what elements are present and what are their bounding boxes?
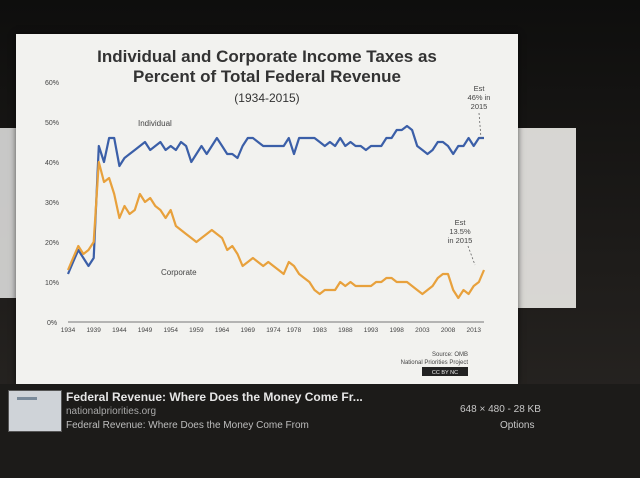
x-tick-label: 1983 [312, 327, 327, 334]
series-lines [66, 124, 486, 300]
x-tick-label: 1974 [266, 327, 281, 334]
corporate-series-label: Corporate [161, 268, 197, 277]
cc-badge-label: CC BY NC [432, 370, 458, 376]
y-tick-label: 40% [45, 160, 59, 167]
y-tick-label: 10% [45, 280, 59, 287]
series-line-corporate [66, 160, 486, 300]
cc-badge [422, 367, 468, 376]
result-description: Federal Revenue: Where Does the Money Co… [66, 420, 309, 431]
x-tick-label: 1934 [61, 327, 76, 334]
x-tick-label: 1969 [241, 327, 256, 334]
x-tick-label: 1954 [163, 327, 178, 334]
est-corporate-line1: Est [455, 218, 467, 227]
x-tick-label: 1944 [112, 327, 127, 334]
y-tick-label: 50% [45, 120, 59, 127]
x-tick-label: 1988 [338, 327, 353, 334]
x-tick-label: 1964 [215, 327, 230, 334]
est-individual-leader [478, 112, 482, 139]
x-tick-label: 1959 [189, 327, 204, 334]
income-tax-chart: Individual and Corporate Income Taxes as… [45, 47, 491, 376]
result-options-button[interactable]: Options [500, 420, 535, 431]
y-tick-label: 20% [45, 240, 59, 247]
est-individual-line3: 2015 [471, 102, 488, 111]
est-corporate-line3: in 2015 [448, 236, 473, 245]
chart-title-line2: Percent of Total Federal Revenue [133, 67, 401, 86]
est-corporate-line2: 13.5% [449, 227, 471, 236]
x-tick-label: 1978 [287, 327, 302, 334]
x-tick-label: 1998 [389, 327, 404, 334]
est-individual-annotation: Est 46% in 2015 [468, 84, 491, 111]
x-tick-label: 1939 [86, 327, 101, 334]
y-axis-ticks: 0% 10% 20% 30% 40% 50% 60% [45, 80, 59, 327]
result-thumbnail[interactable] [8, 390, 62, 432]
est-individual-line2: 46% in [468, 93, 491, 102]
y-tick-label: 30% [45, 200, 59, 207]
search-result-strip [0, 384, 640, 478]
result-image-meta: 648 × 480 - 28 KB [460, 404, 541, 415]
source-credit: Source: OMB National Priorities Project [401, 352, 469, 366]
source-line1: Source: OMB [432, 352, 468, 358]
est-corporate-leader [467, 245, 476, 266]
source-line2: National Priorities Project [401, 360, 469, 366]
x-tick-label: 1993 [364, 327, 379, 334]
background-image-right[interactable] [508, 128, 576, 308]
y-tick-label: 60% [45, 80, 59, 87]
chart-subtitle: (1934-2015) [234, 91, 299, 105]
y-tick-label: 0% [47, 320, 57, 327]
x-tick-label: 2013 [466, 327, 481, 334]
result-title-link[interactable]: Federal Revenue: Where Does the Money Co… [66, 390, 363, 404]
chart-card[interactable]: Individual and Corporate Income Taxes as… [16, 34, 518, 384]
x-tick-label: 1949 [138, 327, 153, 334]
series-line-individual [66, 124, 484, 275]
individual-series-label: Individual [138, 119, 172, 128]
est-corporate-annotation: Est 13.5% in 2015 [448, 218, 473, 245]
result-domain[interactable]: nationalpriorities.org [66, 406, 157, 417]
x-tick-label: 2008 [441, 327, 456, 334]
x-tick-label: 2003 [415, 327, 430, 334]
x-axis-ticks: 1934 1939 1944 1949 1954 1959 1964 1969 1974 1978… [61, 327, 482, 334]
chart-title-line1: Individual and Corporate Income Taxes as [97, 47, 437, 66]
est-individual-line1: Est [474, 84, 486, 93]
